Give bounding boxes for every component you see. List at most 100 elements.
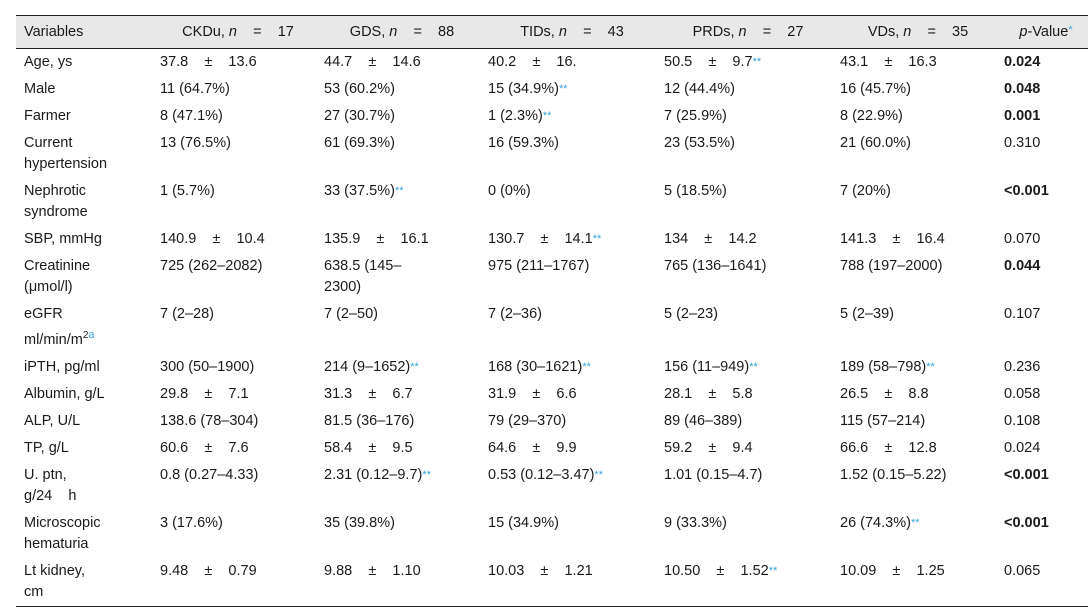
significance-marker[interactable]: ** bbox=[394, 185, 404, 197]
significance-marker[interactable]: ** bbox=[752, 56, 762, 68]
cell-prds-value: 7 (25.9%) bbox=[664, 108, 727, 124]
cell-vds-value: 66.6 ± 12.8 bbox=[840, 439, 937, 456]
cell-tids: 16 (59.3%) bbox=[480, 130, 656, 178]
cell-vds: 10.09 ± 1.25 bbox=[832, 558, 996, 607]
cell-vds-value: 115 (57–214) bbox=[840, 412, 926, 429]
header-gds-count: = 88 bbox=[397, 24, 455, 40]
row-label-text: Current hypertension bbox=[24, 135, 108, 172]
cell-ckdu: 11 (64.7%) bbox=[152, 76, 316, 103]
significance-marker[interactable]: ** bbox=[582, 360, 591, 373]
cell-gds: 27 (30.7%) bbox=[316, 103, 480, 130]
significance-marker[interactable]: ** bbox=[410, 360, 419, 373]
significance-marker[interactable]: ** bbox=[592, 233, 602, 245]
table-row: Microscopic hematuria 3 (17.6%) 35 (39.8%)… bbox=[16, 510, 1088, 558]
cell-tids: 1 (2.3%)** bbox=[480, 103, 656, 130]
cell-ckdu-value: 8 (47.1%) bbox=[160, 108, 223, 124]
row-label-text: TP, g/L bbox=[24, 439, 69, 456]
p-value-text: <0.001 bbox=[1004, 514, 1049, 531]
cell-tids-value: 64.6 ± 9.9 bbox=[488, 439, 577, 456]
significance-marker[interactable]: ** bbox=[749, 360, 758, 373]
cell-p-value: 0.107 bbox=[996, 301, 1088, 354]
row-label: Male bbox=[16, 76, 152, 103]
cell-prds: 9 (33.3%) bbox=[656, 510, 832, 558]
cell-vds: 26.5 ± 8.8 bbox=[832, 381, 996, 408]
cell-prds: 12 (44.4%) bbox=[656, 76, 832, 103]
header-p-value: p-Value* bbox=[996, 16, 1088, 49]
cell-ckdu-value: 11 (64.7%) bbox=[160, 81, 230, 97]
cell-prds-value: 1.01 (0.15–4.7) bbox=[664, 466, 763, 483]
cell-prds: 5 (2–23) bbox=[656, 301, 832, 354]
cell-p-value: <0.001 bbox=[996, 462, 1088, 510]
cell-vds: 1.52 (0.15–5.22) bbox=[832, 462, 996, 510]
cell-prds: 5 (18.5%) bbox=[656, 178, 832, 226]
cell-vds-value: 16 (45.7%) bbox=[840, 81, 911, 97]
row-label-text: Lt kidney, cm bbox=[24, 562, 85, 600]
cell-ckdu: 8 (47.1%) bbox=[152, 103, 316, 130]
table-row: Age, ys 37.8 ± 13.6 44.7 ± 14.6 40.2 ± 16. 5… bbox=[16, 49, 1088, 77]
header-ckdu: CKDu, n = 17 bbox=[152, 16, 316, 49]
header-prds-count: = 27 bbox=[746, 24, 804, 40]
table-row: Nephrotic syndrome 1 (5.7%) 33 (37.5%)** 0 … bbox=[16, 178, 1088, 226]
significance-marker[interactable]: ** bbox=[594, 468, 603, 481]
cell-ckdu-value: 7 (2–28) bbox=[160, 306, 215, 322]
row-label: Microscopic hematuria bbox=[16, 510, 152, 558]
header-vds-n: n bbox=[903, 24, 912, 40]
p-value-text: 0.058 bbox=[1004, 385, 1041, 402]
significance-marker[interactable]: ** bbox=[542, 110, 552, 122]
cell-gds: 58.4 ± 9.5 bbox=[316, 435, 480, 462]
cell-vds-value: 26.5 ± 8.8 bbox=[840, 385, 929, 402]
footnote-link[interactable]: a bbox=[88, 329, 95, 341]
p-value-text: 0.001 bbox=[1004, 108, 1041, 124]
cell-ckdu-value: 138.6 (78–304) bbox=[160, 412, 259, 429]
cell-prds: 156 (11–949)** bbox=[656, 354, 832, 381]
header-tids-count: = 43 bbox=[566, 24, 624, 40]
cell-vds: 8 (22.9%) bbox=[832, 103, 996, 130]
cell-ckdu: 0.8 (0.27–4.33) bbox=[152, 462, 316, 510]
cell-ckdu: 9.48 ± 0.79 bbox=[152, 558, 316, 607]
cell-tids-value: 0 (0%) bbox=[488, 183, 531, 199]
header-gds-n: n bbox=[389, 24, 398, 40]
cell-p-value: 0.024 bbox=[996, 49, 1088, 77]
header-tids: TIDs, n = 43 bbox=[480, 16, 656, 49]
significance-marker[interactable]: ** bbox=[768, 564, 778, 577]
cell-tids: 130.7 ± 14.1** bbox=[480, 226, 656, 253]
header-p-footnote-link[interactable]: * bbox=[1068, 24, 1073, 36]
table-row: TP, g/L 60.6 ± 7.6 58.4 ± 9.5 64.6 ± 9.9 59.… bbox=[16, 435, 1088, 462]
significance-marker[interactable]: ** bbox=[422, 468, 431, 481]
significance-marker[interactable]: ** bbox=[926, 360, 935, 373]
row-label-text: Creatinine (μmol/l) bbox=[24, 258, 91, 295]
cell-prds: 50.5 ± 9.7** bbox=[656, 49, 832, 77]
cell-tids: 0 (0%) bbox=[480, 178, 656, 226]
row-label: iPTH, pg/ml bbox=[16, 354, 152, 381]
cell-tids: 10.03 ± 1.21 bbox=[480, 558, 656, 607]
cell-ckdu: 60.6 ± 7.6 bbox=[152, 435, 316, 462]
header-ckdu-count: = 17 bbox=[237, 24, 294, 40]
cell-p-value: 0.001 bbox=[996, 103, 1088, 130]
cell-tids: 15 (34.9%)** bbox=[480, 76, 656, 103]
cell-p-value: 0.310 bbox=[996, 130, 1088, 178]
cell-p-value: 0.065 bbox=[996, 558, 1088, 607]
cell-gds: 31.3 ± 6.7 bbox=[316, 381, 480, 408]
cell-tids-value: 15 (34.9%) bbox=[488, 81, 559, 97]
cell-tids: 31.9 ± 6.6 bbox=[480, 381, 656, 408]
row-label-text: SBP, mmHg bbox=[24, 231, 102, 247]
cell-vds-value: 788 (197–2000) bbox=[840, 258, 943, 274]
cell-vds-value: 8 (22.9%) bbox=[840, 108, 903, 124]
cell-prds-value: 23 (53.5%) bbox=[664, 135, 735, 151]
cell-vds-value: 189 (58–798) bbox=[840, 358, 927, 375]
row-label: Age, ys bbox=[16, 49, 152, 77]
cell-vds: 26 (74.3%)** bbox=[832, 510, 996, 558]
cell-gds: 61 (69.3%) bbox=[316, 130, 480, 178]
significance-marker[interactable]: ** bbox=[910, 516, 920, 529]
cell-vds: 788 (197–2000) bbox=[832, 253, 996, 301]
p-value-text: <0.001 bbox=[1004, 183, 1049, 199]
cell-tids-value: 168 (30–1621) bbox=[488, 358, 583, 375]
row-label: Albumin, g/L bbox=[16, 381, 152, 408]
header-gds-label: GDS, bbox=[349, 24, 390, 40]
significance-marker[interactable]: ** bbox=[558, 83, 568, 95]
cell-vds: 5 (2–39) bbox=[832, 301, 996, 354]
cell-tids: 64.6 ± 9.9 bbox=[480, 435, 656, 462]
table-row: eGFR ml/min/m2a 7 (2–28) 7 (2–50) 7 (2–36) 5… bbox=[16, 301, 1088, 354]
table-body: Age, ys 37.8 ± 13.6 44.7 ± 14.6 40.2 ± 16. 5… bbox=[16, 49, 1088, 607]
row-label: Current hypertension bbox=[16, 130, 152, 178]
